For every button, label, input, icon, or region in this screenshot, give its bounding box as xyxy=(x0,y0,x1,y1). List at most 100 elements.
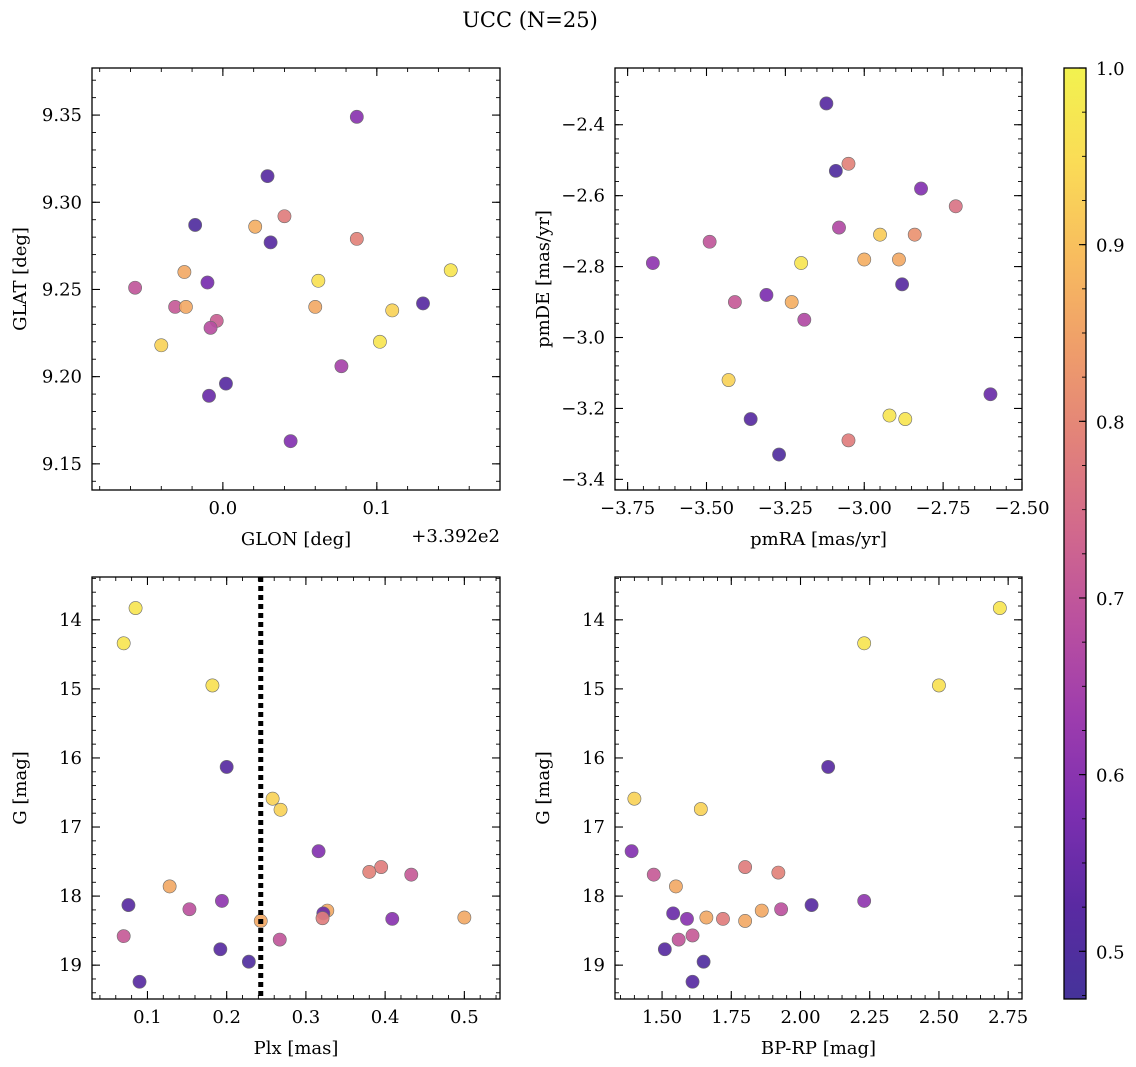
scatter-point xyxy=(983,387,998,402)
colorbar-tick-label: 0.8 xyxy=(1096,412,1125,433)
scatter-point xyxy=(374,860,389,874)
scatter-point xyxy=(121,898,136,912)
x-tick-label: −2.50 xyxy=(994,498,1049,519)
scatter-point xyxy=(772,447,786,462)
scatter-point xyxy=(873,227,887,242)
scatter-point xyxy=(948,199,963,214)
scatter-point xyxy=(162,879,177,894)
scatter-point xyxy=(898,412,913,426)
scatter-point xyxy=(738,914,753,928)
x-tick-label: 0.1 xyxy=(363,498,392,519)
colorbar: 0.5 0.6 0.7 0.8 0.9 1.0 xyxy=(1063,59,1125,1000)
y-tick-label: 9.15 xyxy=(42,454,82,475)
x-tick-label: 0.0 xyxy=(209,498,238,519)
scatter-point xyxy=(283,434,298,449)
scatter-point xyxy=(260,169,275,184)
scatter-point xyxy=(334,359,349,374)
y-tick-label: 14 xyxy=(582,610,605,631)
scatter-point xyxy=(804,898,819,912)
panel-plx_g: 0.1 0.2 0.3 0.4 0.5 14 15 16 17 18 19 Plx [mas] G [m… xyxy=(10,576,501,1059)
x-offset-label: +3.392e2 xyxy=(411,526,500,547)
scatter-point xyxy=(349,231,364,246)
y-tick-label: 15 xyxy=(582,679,605,700)
scatter-point xyxy=(188,218,203,232)
scatter-point xyxy=(857,894,872,908)
scatter-point xyxy=(882,408,897,423)
scatter-point xyxy=(895,277,910,292)
scatter-point xyxy=(832,220,846,235)
y-tick-label: 15 xyxy=(59,679,82,700)
x-tick-label: 2.00 xyxy=(780,1007,820,1028)
scatter-point xyxy=(203,320,218,335)
y-tick-label: −3.2 xyxy=(561,398,605,419)
scatter-point xyxy=(349,109,364,124)
scatter-point xyxy=(680,911,694,926)
scatter-point xyxy=(128,601,143,615)
x-tick-label: 1.50 xyxy=(642,1007,682,1028)
scatter-point xyxy=(177,265,192,279)
panel-bprp_g: 1.50 1.75 2.00 2.25 2.50 2.75 14 15 16 17 18 19 BP-R… xyxy=(533,576,1028,1059)
scatter-point xyxy=(272,932,287,947)
y-tick-label: 9.30 xyxy=(42,192,82,213)
axes-frame xyxy=(91,576,501,1000)
scatter-point xyxy=(794,256,809,270)
scatter-point xyxy=(646,867,661,882)
scatter-point xyxy=(671,932,686,947)
axes-frame xyxy=(614,67,1023,491)
y-tick-label: 16 xyxy=(59,748,82,769)
x-tick-label: 0.4 xyxy=(371,1007,400,1028)
colorbar-tick-label: 0.9 xyxy=(1096,236,1125,257)
scatter-point xyxy=(696,954,711,969)
plot-area xyxy=(92,577,500,999)
x-tick-label: 2.25 xyxy=(850,1007,890,1028)
scatter-point xyxy=(385,911,400,926)
scatter-point xyxy=(907,227,922,242)
axes-frame xyxy=(614,576,1023,1000)
scatter-point xyxy=(693,802,708,816)
scatter-point xyxy=(362,865,377,879)
scatter-point xyxy=(205,678,220,693)
y-axis-label: pmDE [mas/yr] xyxy=(533,210,554,348)
y-tick-label: 14 xyxy=(59,610,82,631)
scatter-point xyxy=(759,288,774,302)
scatter-point xyxy=(841,156,856,171)
panel-pmra_pmde: −3.75 −3.50 −3.25 −3.00 −2.75 −2.50 −3.4 −3.2 −3… xyxy=(533,67,1050,550)
scatter-point xyxy=(182,902,197,917)
x-tick-label: −3.75 xyxy=(600,498,655,519)
scatter-point xyxy=(373,334,387,349)
figure-title: UCC (N=25) xyxy=(462,8,598,32)
x-tick-label: 0.5 xyxy=(450,1007,479,1028)
x-tick-label: −3.50 xyxy=(679,498,734,519)
scatter-point xyxy=(754,903,769,918)
scatter-point xyxy=(416,296,430,311)
scatter-point xyxy=(857,636,872,651)
scatter-point xyxy=(645,256,660,270)
scatter-point xyxy=(774,902,789,917)
scatter-point xyxy=(716,911,730,926)
y-tick-label: 19 xyxy=(59,955,82,976)
x-tick-label: 2.50 xyxy=(919,1007,959,1028)
scatter-point xyxy=(273,802,288,817)
x-axis-label: pmRA [mas/yr] xyxy=(750,529,887,550)
y-tick-label: −2.8 xyxy=(561,257,605,278)
axes-frame xyxy=(91,67,501,491)
scatter-point xyxy=(311,273,326,288)
plot-area xyxy=(615,577,1022,999)
scatter-point xyxy=(627,791,642,806)
x-tick-label: 1.75 xyxy=(711,1007,751,1028)
panel-glon_glat: 0.0 0.1 9.15 9.20 9.25 9.30 9.35 GLON [deg] GLAT… xyxy=(10,67,501,550)
y-tick-label: 17 xyxy=(582,817,605,838)
colorbar-tick-label: 0.5 xyxy=(1096,942,1125,963)
scatter-point xyxy=(277,209,292,224)
scatter-point xyxy=(685,974,700,989)
scatter-point xyxy=(200,275,215,290)
scatter-point xyxy=(821,760,836,774)
x-axis-label: Plx [mas] xyxy=(254,1038,339,1059)
scatter-point xyxy=(857,252,872,267)
scatter-point xyxy=(819,96,834,111)
scatter-point xyxy=(263,235,278,250)
x-tick-label: −3.25 xyxy=(758,498,813,519)
scatter-point xyxy=(721,373,736,387)
scatter-point xyxy=(202,388,216,403)
